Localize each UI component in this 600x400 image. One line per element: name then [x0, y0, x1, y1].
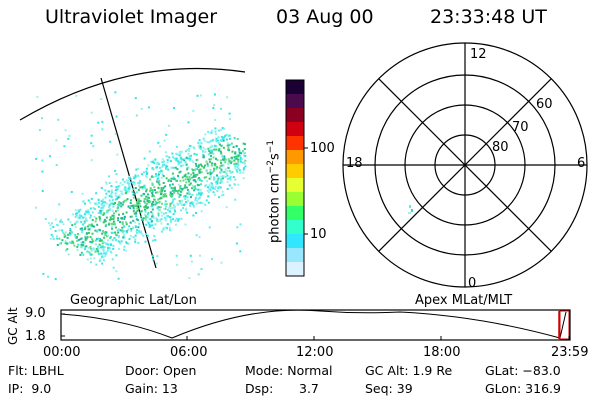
colorbar-swatch	[286, 164, 304, 179]
glat-status: GLat: −83.0	[485, 363, 561, 378]
altitude-plot	[60, 309, 571, 341]
altitude-plot-frame	[60, 309, 571, 341]
x-tick-0600: 06:00	[170, 345, 208, 360]
door-status: Door: Open	[125, 363, 197, 378]
colorbar-swatch	[286, 206, 304, 221]
mlt-label-18: 18	[346, 156, 363, 171]
altitude-axis-label: GC Alt	[6, 307, 20, 345]
x-tick-1200: 12:00	[296, 345, 334, 360]
colorbar-swatch	[286, 262, 304, 277]
x-tick-0000: 00:00	[43, 345, 81, 360]
seq-status: Seq: 39	[365, 381, 413, 396]
ip-status: IP: 9.0	[8, 381, 52, 396]
dsp-value: 3.7	[299, 381, 319, 396]
lat-label-70: 70	[512, 120, 529, 135]
colorbar	[285, 79, 305, 277]
colorbar-swatch	[286, 178, 304, 193]
altitude-tick-18: 1.8	[25, 329, 46, 344]
colorbar-swatch	[286, 122, 304, 137]
colorbar-swatch	[286, 234, 304, 249]
altitude-curve	[60, 309, 567, 339]
lat-label-60: 60	[536, 97, 553, 112]
colorbar-swatch	[286, 94, 304, 109]
colorbar-swatch	[286, 80, 304, 95]
earth-limb-line	[19, 67, 246, 121]
colorbar-frame	[285, 79, 305, 277]
mlt-label-0: 0	[468, 276, 477, 291]
mlt-label-6: 6	[577, 156, 586, 171]
polar-diagonal-2	[378, 78, 552, 252]
time-label: 23:33:48 UT	[430, 6, 547, 28]
polar-grid	[342, 42, 588, 288]
colorbar-swatch	[286, 248, 304, 263]
polar-emission	[408, 205, 413, 214]
lat-label-80: 80	[492, 140, 509, 155]
colorbar-swatch	[286, 192, 304, 207]
filter-status: Flt: LBHL	[8, 363, 64, 378]
colorbar-swatch	[286, 150, 304, 165]
date-label: 03 Aug 00	[276, 6, 374, 28]
x-tick-1800: 18:00	[423, 345, 461, 360]
colorbar-swatch	[286, 136, 304, 151]
gc-alt-status: GC Alt: 1.9 Re	[365, 363, 453, 378]
aurora-emission	[35, 91, 247, 280]
current-time-window	[559, 310, 570, 340]
colorbar-swatch	[286, 220, 304, 235]
colorbar-swatch	[286, 108, 304, 123]
apex-caption: Apex MLat/MLT	[415, 293, 513, 308]
glon-status: GLon: 316.9	[485, 381, 561, 396]
geographic-image	[19, 67, 247, 280]
colorbar-axis-label: photon cm−2s−1	[266, 139, 283, 243]
mode-status: Mode: Normal	[245, 363, 333, 378]
instrument-title: Ultraviolet Imager	[45, 6, 218, 28]
altitude-tick-9: 9.0	[25, 306, 46, 321]
geographic-caption: Geographic Lat/Lon	[70, 293, 197, 308]
colorbar-label-10: 10	[310, 227, 327, 242]
x-tick-2359: 23:59	[551, 345, 589, 360]
mlt-label-12: 12	[470, 47, 487, 62]
gain-status: Gain: 13	[125, 381, 178, 396]
colorbar-label-100: 100	[310, 141, 335, 156]
dsp-label: Dsp:	[245, 381, 274, 396]
